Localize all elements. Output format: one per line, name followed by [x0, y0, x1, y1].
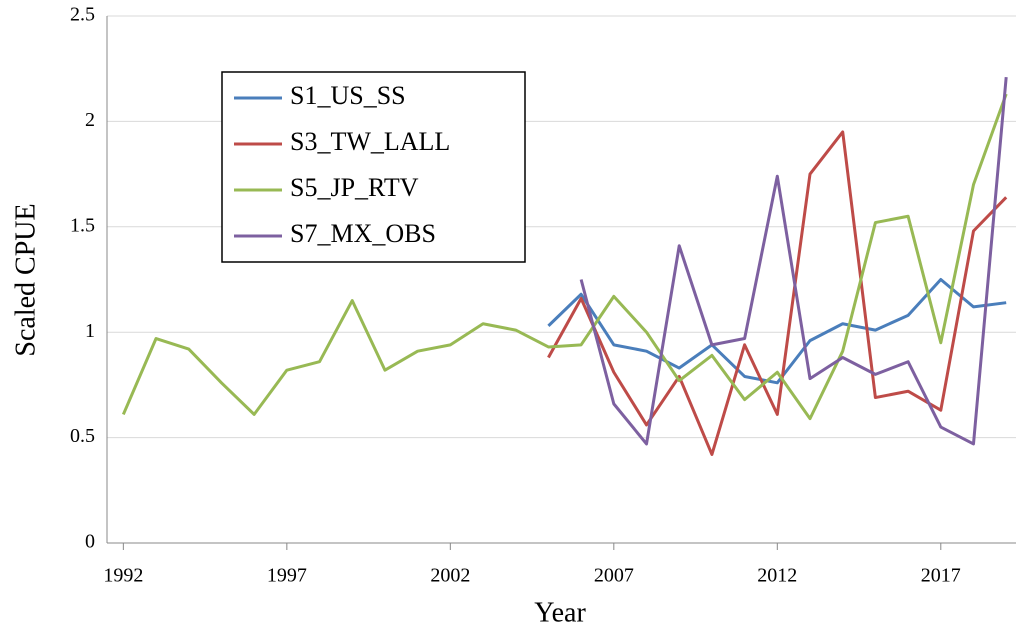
- legend-label: S5_JP_RTV: [290, 173, 419, 202]
- x-axis-label: Year: [534, 597, 586, 628]
- y-tick-label: 2: [85, 109, 95, 131]
- legend-label: S7_MX_OBS: [290, 219, 436, 248]
- x-tick-label: 1997: [267, 565, 307, 587]
- series-line: [547, 278, 1007, 385]
- legend-label: S1_US_SS: [290, 81, 406, 110]
- y-tick-label: 1.5: [70, 214, 95, 236]
- x-tick-label: 2002: [430, 565, 470, 587]
- x-tick-label: 1992: [103, 565, 143, 587]
- legend-box: [221, 71, 526, 263]
- y-tick-label: 0: [85, 531, 95, 553]
- y-tick-label: 2.5: [70, 4, 95, 26]
- series-line: [579, 76, 1008, 446]
- x-tick-label: 2012: [757, 565, 797, 587]
- legend-label: S3_TW_LALL: [290, 127, 450, 156]
- x-tick-label: 2007: [594, 565, 634, 587]
- series-line: [121, 93, 1008, 421]
- y-tick-label: 1: [85, 320, 95, 342]
- y-tick-label: 0.5: [70, 425, 95, 447]
- y-axis-label: Scaled CPUE: [10, 203, 41, 356]
- x-tick-label: 2017: [921, 565, 961, 587]
